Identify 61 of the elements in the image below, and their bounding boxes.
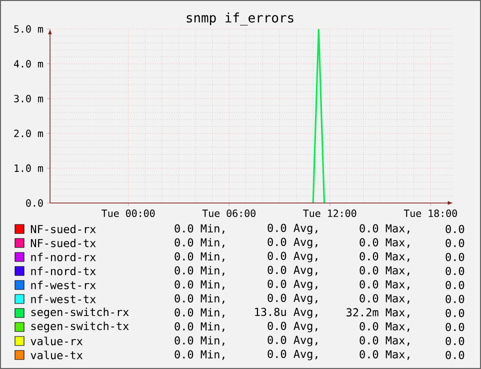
text: 0.0 Max, (360, 266, 410, 276)
text: 0.0 (446, 238, 464, 248)
text: 0.0 (446, 252, 464, 262)
x-tick-label: Tue 06:00 (202, 210, 256, 218)
text: 0.0 Max, (360, 224, 410, 234)
y-tick-label: 0.0 (26, 199, 43, 207)
text: 0.0 Min, (174, 322, 224, 332)
legend-label: segen-switch-tx (31, 322, 129, 332)
text: 0.0 Min, (174, 224, 224, 234)
text: 0.0 Min, (174, 238, 224, 248)
text: 0.0 Max, (360, 294, 410, 304)
legend-label: nf-nord-tx (31, 266, 96, 276)
chart-title: snmp if_errors (186, 12, 294, 26)
legend-label: segen-switch-rx (31, 308, 129, 318)
text: 0.0 Min, (174, 294, 224, 304)
text: 0.0 (446, 322, 464, 332)
legend-label: value-tx (30, 350, 83, 360)
y-tick-label: 5.0 m (14, 25, 44, 33)
text: 0.0 (446, 280, 464, 290)
legend-label: nf-west-tx (31, 294, 96, 304)
text: 0.0 Min, (174, 280, 224, 290)
text: 0.0 Min, (174, 252, 224, 262)
text: 0.0 (446, 350, 464, 360)
text: 0.0 Avg, (268, 280, 318, 290)
legend-label: NF-sued-tx (30, 238, 96, 248)
text: 0.0 (446, 224, 464, 234)
legend-label: NF-sued-rx (30, 224, 96, 234)
text: 0.0 Avg, (268, 252, 318, 262)
x-tick-label: Tue 18:00 (404, 210, 457, 218)
legend-label: nf-nord-rx (31, 252, 96, 262)
text: 0.0 Min, (174, 336, 224, 346)
legend-label: nf-west-rx (31, 280, 96, 290)
text: 0.0 Max, (360, 350, 410, 360)
text: 0.0 Avg, (268, 224, 318, 234)
text: 0.0 Min, (174, 350, 224, 360)
x-tick-label: Tue 00:00 (102, 210, 155, 218)
text: 0.0 (446, 308, 464, 318)
text: 0.0 Max, (360, 322, 410, 332)
text: 0.0 Avg, (268, 294, 318, 304)
legend-label: value-rx (30, 336, 83, 346)
text: 0.0 Avg, (268, 238, 318, 248)
text: 0.0 Max, (360, 280, 410, 290)
text: 0.0 (446, 294, 464, 304)
text: 0.0 (446, 266, 464, 276)
text: 0.0 Max, (360, 336, 410, 346)
y-tick-label: 4.0 m (14, 60, 44, 68)
text: 0.0 Avg, (268, 336, 318, 346)
text: 32.2m Max, (346, 308, 410, 318)
text: 0.0 Max, (360, 252, 410, 262)
text: 0.0 Avg, (268, 322, 318, 332)
text: 0.0 Avg, (268, 266, 318, 276)
y-tick-label: 2.0 m (14, 130, 44, 138)
y-tick-label: 1.0 m (14, 164, 44, 172)
text: 0.0 Min, (174, 308, 224, 318)
text: 0.0 Avg, (268, 350, 318, 360)
text: 13.8u Avg, (255, 308, 318, 318)
text: 0.0 Min, (174, 266, 224, 276)
text: 0.0 (446, 336, 464, 346)
y-tick-label: 3.0 m (14, 94, 44, 102)
x-tick-label: Tue 12:00 (303, 210, 356, 218)
text: 0.0 Max, (360, 238, 410, 248)
